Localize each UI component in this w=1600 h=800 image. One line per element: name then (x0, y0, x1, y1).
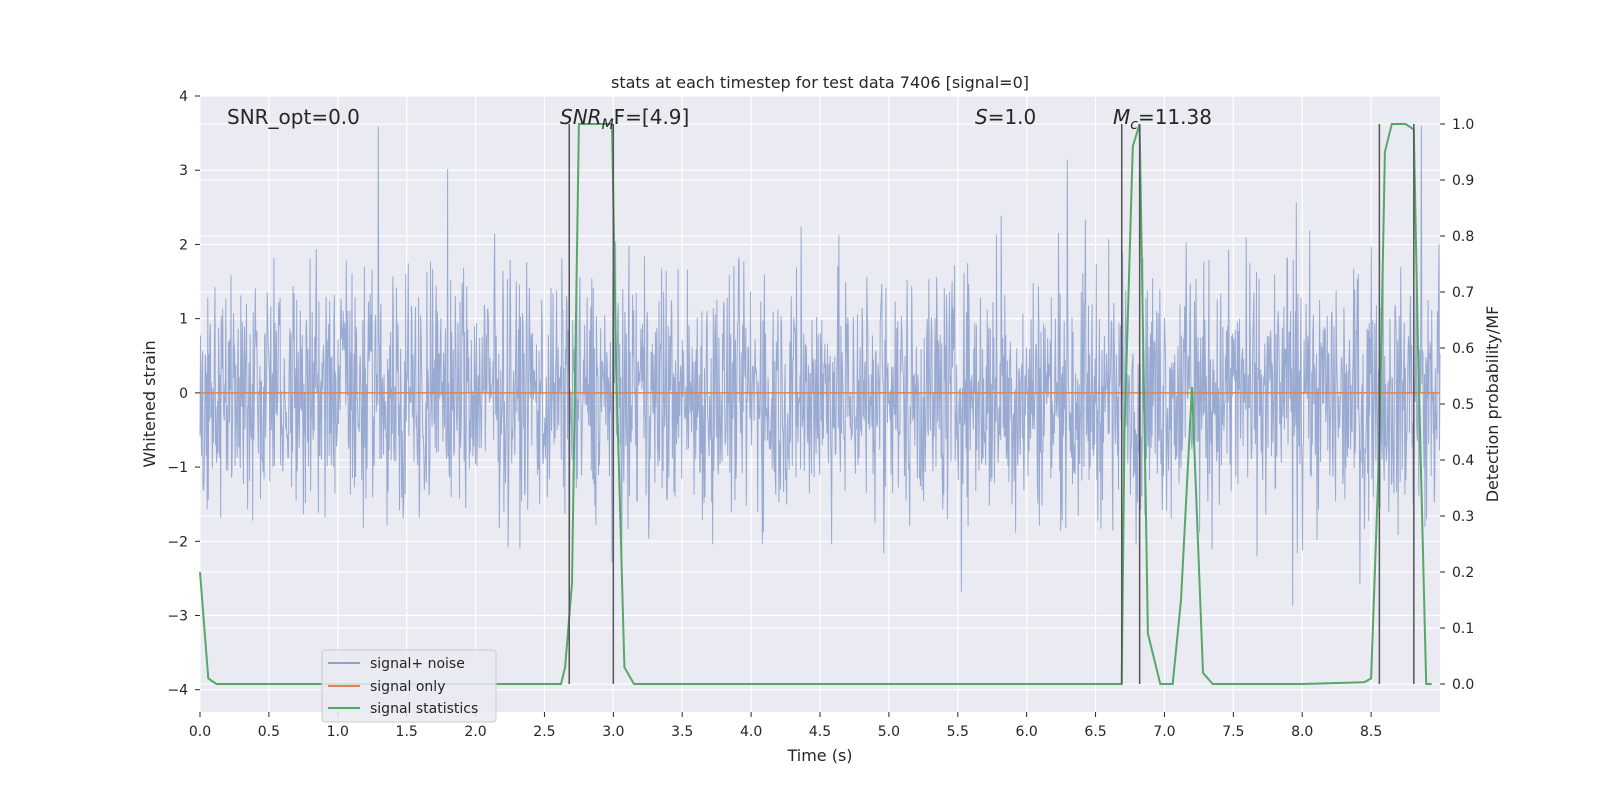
noise-line (199, 125, 1441, 606)
series-layer (199, 123, 1440, 685)
y-tick-label: 0 (179, 386, 188, 402)
y2-axis-label: Detection probability/MF (1483, 306, 1502, 503)
legend: signal+ noise signal only signal statist… (321, 649, 497, 723)
y-tick-label: 4 (179, 89, 188, 105)
y-axis-label: Whitened strain (140, 340, 159, 467)
y2-tick-label: 0.0 (1452, 677, 1474, 693)
annotation-s: S=1.0 (975, 105, 1036, 129)
y2-tick-label: 0.2 (1452, 565, 1474, 581)
y-tick-label: −1 (167, 460, 188, 476)
x-tick-label: 3.5 (671, 724, 693, 740)
y-tick-label: −3 (167, 609, 188, 625)
x-tick-label: 4.0 (740, 724, 762, 740)
x-tick-label: 2.5 (533, 724, 555, 740)
legend-label-signal: signal only (370, 679, 445, 695)
legend-label-noise: signal+ noise (370, 656, 465, 672)
y2-tick-label: 1.0 (1452, 117, 1474, 133)
x-tick-label: 0.0 (189, 724, 211, 740)
x-tick-label: 6.5 (1084, 724, 1106, 740)
annotation-snr-opt: SNR_opt=0.0 (227, 105, 360, 129)
y-tick-label: 3 (179, 163, 188, 179)
x-tick-label: 7.5 (1222, 724, 1244, 740)
ticks: 0.0 0.5 1.0 1.5 2.0 2.5 3.0 3.5 4.0 4.5 5.0 5.5 6.0 6… (167, 89, 1474, 740)
y2-tick-label: 0.9 (1452, 173, 1474, 189)
y2-tick-label: 0.4 (1452, 453, 1474, 469)
x-tick-label: 1.5 (396, 724, 418, 740)
noise-series (199, 125, 1441, 606)
x-tick-label: 3.0 (602, 724, 624, 740)
x-axis-label: Time (s) (786, 746, 852, 765)
y2-tick-label: 0.7 (1452, 285, 1474, 301)
y-tick-label: 2 (179, 237, 188, 253)
x-tick-label: 8.0 (1291, 724, 1313, 740)
signal-statistics-line (199, 123, 1432, 685)
y-tick-label: 1 (179, 312, 188, 328)
x-tick-label: 5.0 (878, 724, 900, 740)
x-tick-label: 7.0 (1153, 724, 1175, 740)
x-tick-label: 0.5 (258, 724, 280, 740)
chart-title: stats at each timestep for test data 740… (611, 73, 1029, 92)
vertical-lines (568, 124, 1415, 684)
y-tick-label: −2 (167, 534, 188, 550)
x-tick-label: 8.5 (1360, 724, 1382, 740)
x-tick-label: 4.5 (809, 724, 831, 740)
legend-box (321, 649, 497, 723)
y2-tick-label: 0.6 (1452, 341, 1474, 357)
y2-tick-label: 0.8 (1452, 229, 1474, 245)
legend-label-statistics: signal statistics (370, 701, 478, 717)
y-tick-label: −4 (167, 683, 188, 699)
annotation-mc: Mc=11.38 (1113, 105, 1212, 133)
annotation-snr-mf: SNRMF=[4.9] (560, 105, 689, 133)
x-tick-label: 6.0 (1016, 724, 1038, 740)
x-tick-label: 1.0 (327, 724, 349, 740)
y2-tick-label: 0.1 (1452, 621, 1474, 637)
x-tick-label: 5.5 (947, 724, 969, 740)
x-tick-label: 2.0 (464, 724, 486, 740)
y2-tick-label: 0.3 (1452, 509, 1474, 525)
y2-tick-label: 0.5 (1452, 397, 1474, 413)
